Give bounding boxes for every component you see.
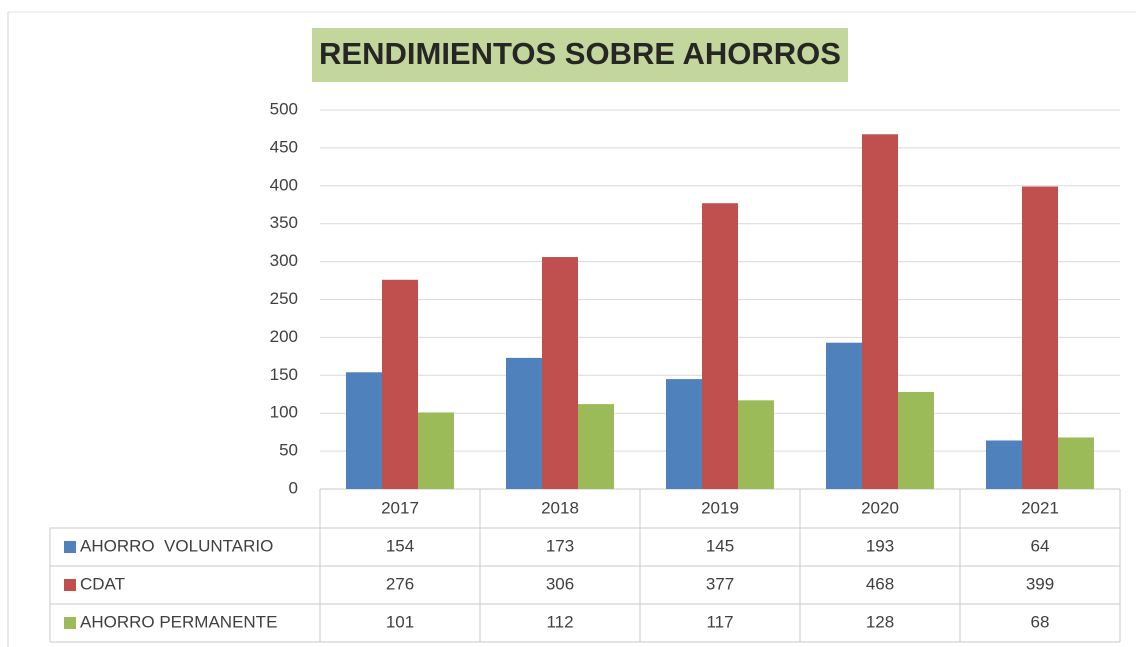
y-tick-label: 400 bbox=[270, 175, 298, 194]
y-tick-label: 300 bbox=[270, 251, 298, 270]
table-value: 117 bbox=[706, 612, 733, 631]
legend-swatch bbox=[64, 617, 76, 629]
table-value: 276 bbox=[386, 574, 414, 593]
x-tick-label: 2018 bbox=[541, 498, 579, 517]
y-tick-label: 100 bbox=[270, 403, 298, 422]
legend-label: AHORRO VOLUNTARIO bbox=[80, 536, 273, 555]
table-value: 154 bbox=[386, 536, 414, 555]
y-tick-label: 250 bbox=[270, 289, 298, 308]
y-tick-label: 50 bbox=[279, 441, 298, 460]
bar bbox=[826, 342, 862, 489]
y-tick-label: 500 bbox=[270, 99, 298, 118]
table-value: 101 bbox=[386, 612, 414, 631]
y-tick-label: 200 bbox=[270, 327, 298, 346]
table-value: 399 bbox=[1026, 574, 1054, 593]
bar bbox=[738, 400, 774, 489]
table-value: 468 bbox=[866, 574, 894, 593]
bar bbox=[898, 391, 934, 489]
table-value: 193 bbox=[866, 536, 894, 555]
y-tick-label: 450 bbox=[270, 137, 298, 156]
legend-label: CDAT bbox=[80, 574, 125, 593]
y-tick-label: 350 bbox=[270, 213, 298, 232]
bar bbox=[506, 357, 542, 489]
chart-title: RENDIMIENTOS SOBRE AHORROS bbox=[319, 36, 841, 71]
bar bbox=[346, 372, 382, 489]
bar bbox=[418, 412, 454, 489]
table-value: 377 bbox=[706, 574, 734, 593]
x-tick-label: 2019 bbox=[701, 498, 739, 517]
table-value: 68 bbox=[1031, 612, 1050, 631]
x-tick-label: 2020 bbox=[861, 498, 899, 517]
legend-swatch bbox=[64, 579, 76, 591]
bar bbox=[382, 279, 418, 489]
y-tick-label: 150 bbox=[270, 365, 298, 384]
y-tick-label: 0 bbox=[289, 478, 298, 497]
table-value: 306 bbox=[546, 574, 574, 593]
table-value: 145 bbox=[706, 536, 734, 555]
bar bbox=[578, 404, 614, 489]
title-box bbox=[312, 28, 848, 82]
table-value: 173 bbox=[546, 536, 574, 555]
bar bbox=[1022, 186, 1058, 490]
bar bbox=[542, 257, 578, 489]
table-value: 128 bbox=[866, 612, 894, 631]
table-value: 64 bbox=[1031, 536, 1050, 555]
bar bbox=[666, 379, 702, 489]
bar bbox=[702, 203, 738, 489]
x-tick-label: 2021 bbox=[1021, 498, 1059, 517]
bar bbox=[862, 134, 898, 490]
legend-swatch bbox=[64, 541, 76, 553]
bar bbox=[1058, 437, 1094, 489]
legend-label: AHORRO PERMANENTE bbox=[80, 612, 277, 631]
x-tick-label: 2017 bbox=[381, 498, 419, 517]
table-value: 112 bbox=[546, 612, 573, 631]
bar bbox=[986, 440, 1022, 489]
